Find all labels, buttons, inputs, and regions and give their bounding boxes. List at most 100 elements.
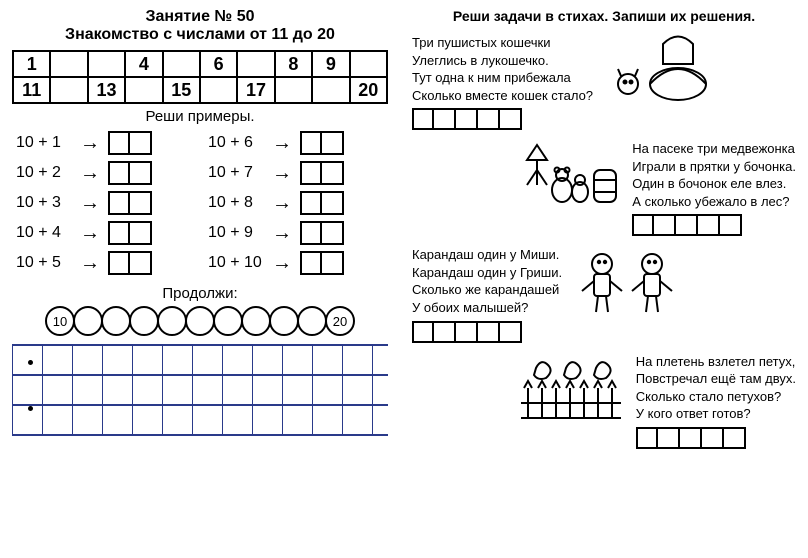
answer-cell[interactable]	[698, 214, 720, 236]
answer-cell[interactable]	[412, 321, 434, 343]
number-table-row-1: 1 4 6 89	[13, 51, 387, 77]
poem-line: На пасеке три медвежонка	[632, 140, 796, 158]
answer-box[interactable]	[300, 131, 344, 155]
answer-box[interactable]	[108, 191, 152, 215]
answer-cell[interactable]	[130, 131, 152, 155]
poem-answer-strip[interactable]	[636, 427, 796, 449]
answer-cell[interactable]	[478, 108, 500, 130]
chain-circle[interactable]: 20	[325, 306, 355, 336]
number-cell[interactable]	[275, 77, 312, 103]
answer-cell[interactable]	[456, 321, 478, 343]
answer-cell[interactable]	[322, 251, 344, 275]
answer-cell[interactable]	[724, 427, 746, 449]
answer-cell[interactable]	[500, 108, 522, 130]
number-cell[interactable]: 13	[88, 77, 125, 103]
lesson-title: Занятие № 50 Знакомство с числами от 11 …	[12, 8, 388, 44]
answer-cell[interactable]	[108, 191, 130, 215]
answer-box[interactable]	[300, 251, 344, 275]
number-cell[interactable]: 6	[200, 51, 237, 77]
answer-cell[interactable]	[456, 108, 478, 130]
answer-cell[interactable]	[434, 321, 456, 343]
answer-cell[interactable]	[300, 191, 322, 215]
number-chain: 10 20	[12, 306, 388, 336]
answer-cell[interactable]	[654, 214, 676, 236]
number-cell[interactable]	[125, 77, 162, 103]
answer-box[interactable]	[108, 161, 152, 185]
answer-box[interactable]	[300, 191, 344, 215]
number-cell[interactable]: 20	[350, 77, 387, 103]
answer-cell[interactable]	[108, 131, 130, 155]
poem-line: На плетень взлетел петух,	[636, 353, 796, 371]
answer-cell[interactable]	[130, 161, 152, 185]
chain-circle[interactable]	[157, 306, 187, 336]
answer-cell[interactable]	[434, 108, 456, 130]
answer-cell[interactable]	[322, 221, 344, 245]
answer-cell[interactable]	[632, 214, 654, 236]
number-table-row-2: 11 13 15 17 20	[13, 77, 387, 103]
answer-box[interactable]	[300, 161, 344, 185]
answer-cell[interactable]	[130, 221, 152, 245]
answer-cell[interactable]	[300, 251, 322, 275]
chain-circle[interactable]: 10	[45, 306, 75, 336]
number-cell[interactable]	[350, 51, 387, 77]
answer-cell[interactable]	[478, 321, 500, 343]
answer-cell[interactable]	[300, 161, 322, 185]
poem-answer-strip[interactable]	[632, 214, 796, 236]
answer-cell[interactable]	[108, 161, 130, 185]
number-cell[interactable]: 15	[163, 77, 200, 103]
number-cell[interactable]	[237, 51, 274, 77]
chain-circle[interactable]	[241, 306, 271, 336]
number-cell[interactable]: 17	[237, 77, 274, 103]
chain-circle[interactable]	[73, 306, 103, 336]
answer-cell[interactable]	[322, 191, 344, 215]
answer-box[interactable]	[300, 221, 344, 245]
chain-circle[interactable]	[213, 306, 243, 336]
answer-box[interactable]	[108, 221, 152, 245]
answer-box[interactable]	[108, 131, 152, 155]
number-cell[interactable]	[200, 77, 237, 103]
answer-cell[interactable]	[300, 131, 322, 155]
number-cell[interactable]	[50, 51, 87, 77]
title-line-1: Занятие № 50	[12, 8, 388, 26]
answer-cell[interactable]	[720, 214, 742, 236]
roosters-fence-icon	[516, 353, 626, 423]
chain-circle[interactable]	[297, 306, 327, 336]
poem-answer-strip[interactable]	[412, 321, 562, 343]
answer-cell[interactable]	[680, 427, 702, 449]
answer-cell[interactable]	[300, 221, 322, 245]
answer-cell[interactable]	[108, 251, 130, 275]
example-expression: 10 + 5	[16, 254, 72, 272]
number-cell[interactable]: 8	[275, 51, 312, 77]
number-cell[interactable]: 9	[312, 51, 349, 77]
answer-cell[interactable]	[702, 427, 724, 449]
answer-cell[interactable]	[676, 214, 698, 236]
answer-cell[interactable]	[636, 427, 658, 449]
answer-cell[interactable]	[322, 161, 344, 185]
answer-cell[interactable]	[322, 131, 344, 155]
arrow-icon: →	[272, 252, 292, 275]
arrow-icon: →	[80, 132, 100, 155]
answer-cell[interactable]	[658, 427, 680, 449]
number-cell[interactable]: 4	[125, 51, 162, 77]
answer-cell[interactable]	[500, 321, 522, 343]
chain-circle[interactable]	[185, 306, 215, 336]
poem-answer-strip[interactable]	[412, 108, 593, 130]
answer-cell[interactable]	[108, 221, 130, 245]
number-cell[interactable]	[88, 51, 125, 77]
number-cell[interactable]	[163, 51, 200, 77]
grid-paper[interactable]	[12, 344, 388, 436]
answer-box[interactable]	[108, 251, 152, 275]
answer-cell[interactable]	[130, 251, 152, 275]
poems-title: Реши задачи в стихах. Запиши их решения.	[412, 8, 796, 24]
chain-circle[interactable]	[129, 306, 159, 336]
example-row: 10 + 4→	[16, 221, 192, 245]
answer-cell[interactable]	[412, 108, 434, 130]
chain-circle[interactable]	[269, 306, 299, 336]
number-cell[interactable]: 11	[13, 77, 50, 103]
number-cell[interactable]: 1	[13, 51, 50, 77]
number-cell[interactable]	[50, 77, 87, 103]
answer-cell[interactable]	[130, 191, 152, 215]
number-cell[interactable]	[312, 77, 349, 103]
chain-circle[interactable]	[101, 306, 131, 336]
poem-line: Сколько же карандашей	[412, 281, 562, 299]
